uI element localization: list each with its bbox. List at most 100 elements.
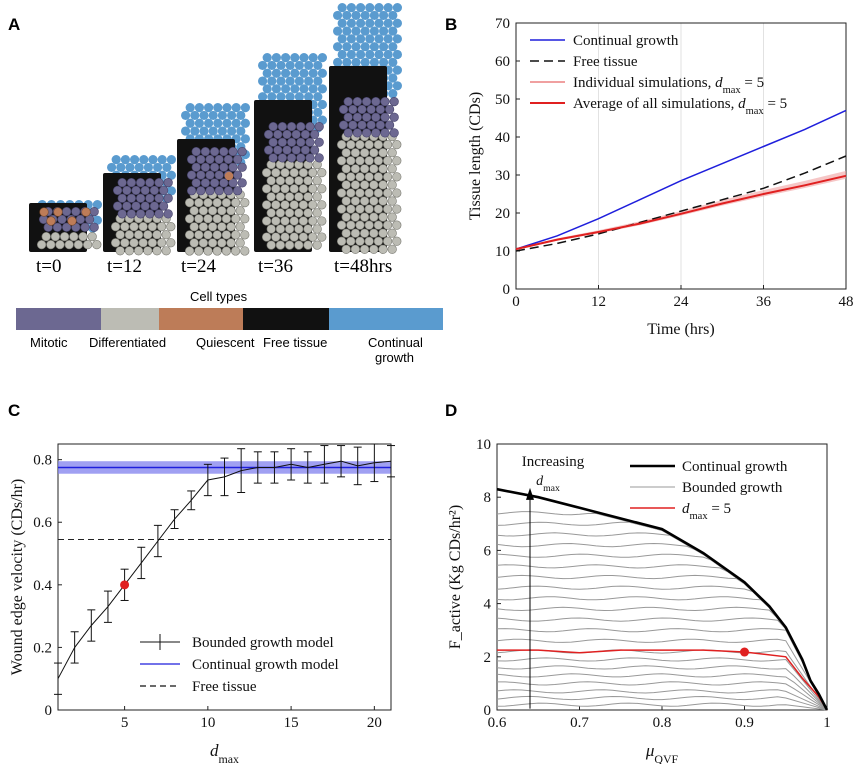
continual-cell <box>351 26 361 36</box>
differentiated-cell <box>346 156 356 166</box>
panel-d-label: D <box>445 401 457 420</box>
legend-swatch-free <box>243 308 329 330</box>
continual-cell <box>107 162 117 173</box>
time-labels: t=0 t=12 t=24 t=36 t=48hrs <box>36 256 392 277</box>
mitotic-cell <box>352 112 363 122</box>
continual-cell <box>356 34 366 44</box>
panel-c-label: C <box>8 401 20 420</box>
differentiated-cell <box>360 244 370 254</box>
differentiated-cell <box>355 236 365 246</box>
tissue-snapshots <box>29 3 402 256</box>
mitotic-cell <box>362 112 372 122</box>
differentiated-cell <box>341 212 351 222</box>
mitotic-cell <box>343 96 353 107</box>
series-line <box>515 109 847 250</box>
arrow-head <box>526 487 534 500</box>
differentiated-cell <box>346 204 356 214</box>
x-tick-label: 0.7 <box>570 715 589 731</box>
continual-cell <box>383 49 393 60</box>
differentiated-cell <box>289 200 299 210</box>
continual-cell <box>392 18 402 28</box>
differentiated-cell <box>124 246 134 256</box>
continual-cell <box>337 3 347 13</box>
quiescent-cell <box>46 216 56 226</box>
continual-cell <box>342 42 352 52</box>
differentiated-cell <box>203 214 213 224</box>
differentiated-cell <box>294 240 304 250</box>
continual-cell <box>342 57 352 67</box>
mitotic-cell <box>357 104 367 115</box>
tissue-snapshot <box>254 53 327 252</box>
mitotic-cell <box>237 147 247 157</box>
mitotic-cell <box>140 201 150 211</box>
continual-cell <box>285 76 295 86</box>
y-tick-label: 0 <box>503 282 511 298</box>
y-tick-label: 70 <box>495 16 510 32</box>
differentiated-cell <box>308 184 318 194</box>
legend-label: Continual growth <box>682 459 788 475</box>
differentiated-cell <box>120 222 130 232</box>
differentiated-cell <box>346 236 356 246</box>
differentiated-cell <box>369 164 379 174</box>
continual-cell <box>313 107 323 117</box>
differentiated-cell <box>185 230 195 240</box>
differentiated-cell <box>134 246 144 256</box>
differentiated-cell <box>341 180 351 190</box>
differentiated-cell <box>92 240 102 250</box>
continual-cell <box>276 76 286 86</box>
differentiated-cell <box>369 228 379 238</box>
mitotic-cell <box>352 96 363 107</box>
y-tick-label: 20 <box>495 206 510 222</box>
mitotic-cell <box>89 207 99 217</box>
mitotic-cell <box>196 170 206 180</box>
differentiated-cell <box>383 172 393 182</box>
tissue-snapshot <box>103 155 176 256</box>
legend-swatch-differentiated <box>101 308 159 330</box>
differentiated-cell <box>189 206 199 216</box>
differentiated-cell <box>312 176 322 186</box>
differentiated-cell <box>240 246 250 256</box>
mitotic-cell <box>305 121 315 132</box>
continual-cell <box>185 103 195 113</box>
differentiated-cell <box>364 140 374 150</box>
differentiated-cell <box>378 228 388 238</box>
panel-d-chart: 0.6 0.7 0.8 0.9 10246810IncreasingdmaxμQVFF_… <box>447 437 831 764</box>
mitotic-cell <box>89 222 99 232</box>
continual-cell <box>333 26 343 36</box>
continual-cell <box>294 76 304 86</box>
continual-cell <box>240 103 250 113</box>
continual-cell <box>374 3 384 13</box>
differentiated-cell <box>364 188 374 198</box>
continual-cell <box>143 162 153 173</box>
continual-cell <box>388 89 398 99</box>
mitotic-cell <box>268 137 278 147</box>
differentiated-cell <box>387 244 397 254</box>
continual-cell <box>276 60 286 71</box>
mitotic-cell <box>291 129 301 140</box>
mitotic-cell <box>187 154 197 165</box>
mitotic-cell <box>131 201 141 211</box>
x-tick-label: 1 <box>823 715 831 731</box>
differentiated-cell <box>262 200 272 210</box>
continual-cell <box>181 110 191 121</box>
continual-cell <box>190 110 200 121</box>
differentiated-cell <box>124 230 134 240</box>
mitotic-cell <box>389 128 399 138</box>
differentiated-cell <box>346 140 356 150</box>
differentiated-cell <box>341 148 351 158</box>
mitotic-cell <box>80 222 90 232</box>
bounded-growth-curve <box>496 617 828 711</box>
differentiated-cell <box>271 216 281 226</box>
mitotic-cell <box>300 129 311 140</box>
differentiated-cell <box>298 232 309 242</box>
continual-cell <box>388 42 398 52</box>
legend-label: Free tissue <box>573 54 638 70</box>
continual-cell <box>240 118 250 128</box>
panel-b-chart: 0 12 24 36 48 0 10 20 30 40 50 60 70 Time (hrs) Tissue… <box>467 16 854 338</box>
mitotic-cell <box>339 120 349 130</box>
bounded-growth-curve <box>497 681 828 711</box>
differentiated-cell <box>341 244 351 254</box>
differentiated-cell <box>346 188 356 198</box>
differentiated-cell <box>46 240 56 250</box>
